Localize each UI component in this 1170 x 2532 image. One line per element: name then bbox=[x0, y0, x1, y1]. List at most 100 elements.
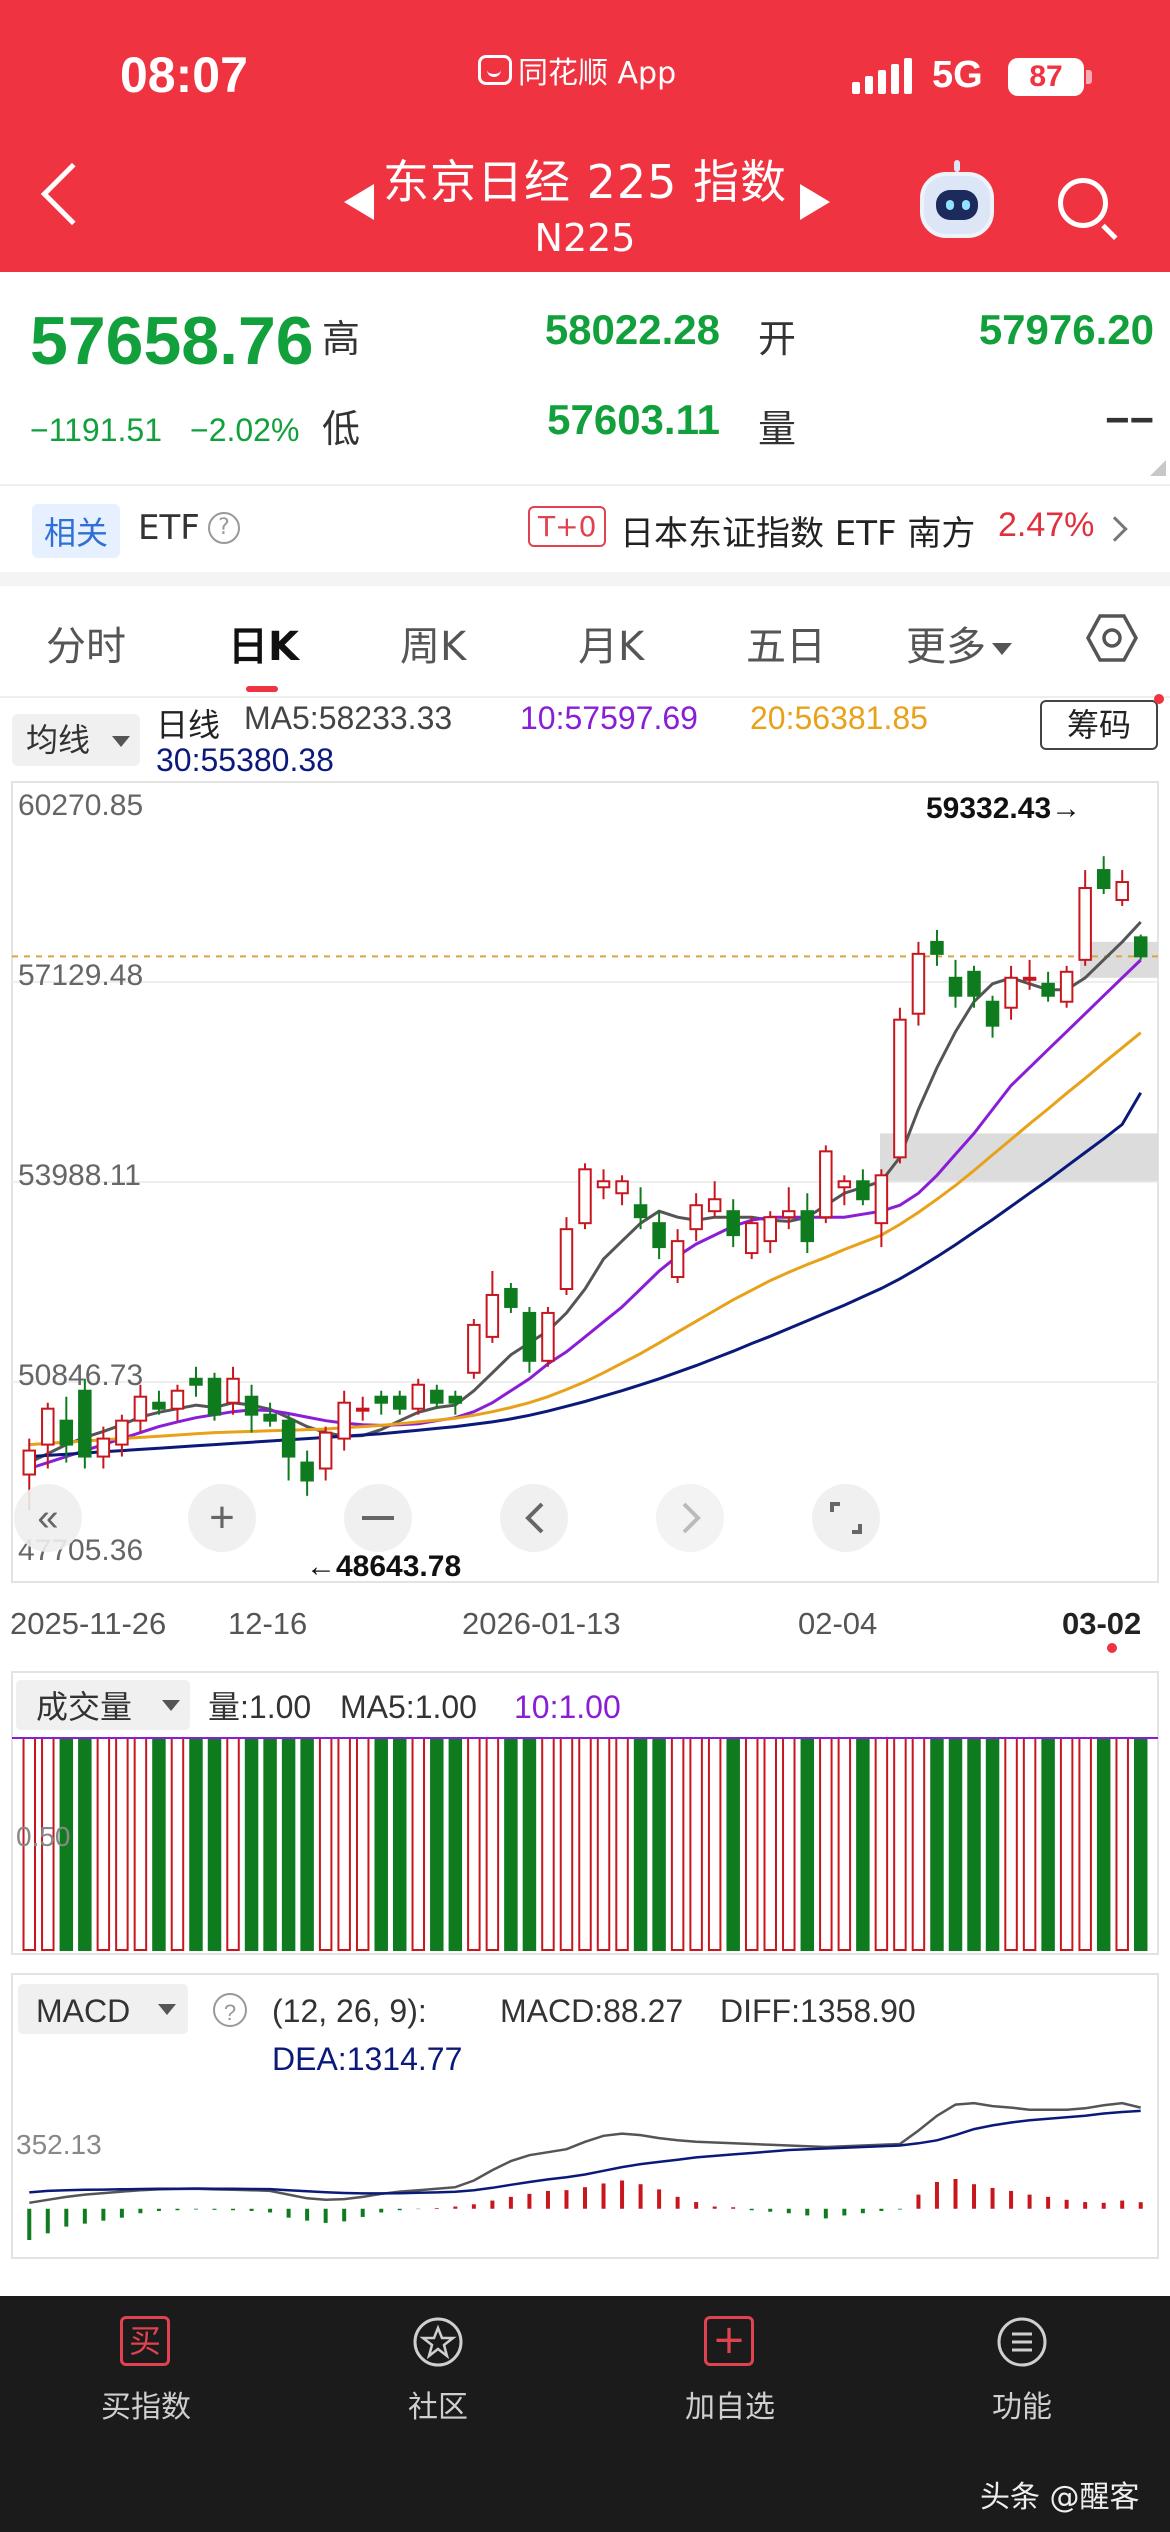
double-chevron-left-icon: « bbox=[37, 1497, 58, 1539]
related-tag: 相关 bbox=[32, 504, 121, 558]
volume-bar bbox=[1078, 1737, 1092, 1951]
prev-index-arrow-icon[interactable] bbox=[344, 184, 374, 220]
candle-down bbox=[59, 1419, 74, 1446]
volume-panel: 成交量 量:1.00 MA5:1.00 10:1.00 0.50 bbox=[11, 1671, 1159, 1955]
notification-dot bbox=[1154, 694, 1164, 704]
macd-panel: MACD ? (12, 26, 9): MACD:88.27 DIFF:1358… bbox=[11, 1973, 1159, 2259]
volume-bar bbox=[430, 1737, 444, 1951]
volume-bar bbox=[355, 1737, 370, 1951]
volume-bar bbox=[800, 1737, 815, 1951]
current-date-dot bbox=[1107, 1643, 1117, 1653]
volume-bar bbox=[707, 1737, 722, 1951]
y-tick-label: 57129.48 bbox=[18, 959, 143, 992]
nav-add-watchlist[interactable]: + 加自选 bbox=[630, 2316, 830, 2426]
help-icon[interactable] bbox=[213, 1993, 247, 2027]
chevron-right-icon bbox=[1102, 516, 1128, 542]
candle-up bbox=[226, 1377, 240, 1404]
candle-panel: 60270.85 57129.48 53988.11 50846.73 4770… bbox=[11, 781, 1159, 1583]
open-value: 57976.20 bbox=[978, 306, 1154, 353]
volume-selector-button[interactable] bbox=[16, 1680, 190, 1730]
ma20-value: 20:56381.85 bbox=[750, 700, 928, 736]
zoom-in-button bbox=[188, 1484, 256, 1552]
candle-down bbox=[263, 1413, 277, 1422]
candle-down bbox=[1096, 869, 1111, 890]
candle-up bbox=[1022, 976, 1037, 981]
tab-five-day[interactable]: 五日 bbox=[746, 624, 826, 670]
tab-daily-k[interactable]: 日K bbox=[228, 624, 299, 670]
volume-ma10: 10:1.00 bbox=[514, 1689, 621, 1725]
candle-down bbox=[967, 970, 981, 997]
diff-value: DIFF:1358.90 bbox=[720, 1993, 916, 2029]
volume-bar bbox=[207, 1737, 222, 1951]
divider bbox=[0, 484, 1170, 486]
related-etf-row[interactable]: 相关 ETF ? T+0 日本东证指数 ETF 南方 2.47% bbox=[0, 488, 1170, 570]
nav-buy-index-label: 买指数 bbox=[101, 2390, 191, 2425]
caret-down-icon bbox=[158, 2004, 176, 2015]
nav-functions[interactable]: 功能 bbox=[922, 2316, 1122, 2426]
chevron-right-icon bbox=[682, 1502, 701, 1534]
candle-up bbox=[467, 1323, 481, 1374]
volume-bar bbox=[374, 1737, 388, 1951]
volume-bar bbox=[300, 1737, 314, 1951]
next-index-arrow-icon[interactable] bbox=[800, 184, 830, 220]
volume-bar bbox=[726, 1737, 740, 1951]
tab-more-label: 更多 bbox=[906, 624, 986, 670]
tab-monthly-k[interactable]: 月K bbox=[578, 624, 645, 670]
search-icon[interactable] bbox=[1058, 178, 1108, 228]
volume-bar bbox=[411, 1737, 426, 1951]
ma-selector-button[interactable]: 均线 bbox=[12, 714, 140, 766]
candle-down bbox=[985, 1000, 1000, 1027]
candle-up bbox=[1059, 970, 1074, 1003]
candle-down bbox=[78, 1389, 92, 1458]
fullscreen-button bbox=[812, 1484, 880, 1552]
period-label: 日线 bbox=[156, 707, 221, 743]
tab-more[interactable]: 更多 bbox=[906, 614, 1012, 672]
volume-bar bbox=[1004, 1737, 1018, 1951]
volume-bar bbox=[596, 1737, 611, 1951]
settings-hexagon-icon[interactable] bbox=[1086, 612, 1138, 664]
x-tick-label: 2025-11-26 bbox=[10, 1606, 166, 1641]
expand-corner-icon[interactable] bbox=[1150, 460, 1166, 476]
candle-up bbox=[744, 1222, 759, 1255]
help-icon[interactable]: ? bbox=[208, 512, 240, 544]
back-button[interactable] bbox=[40, 162, 104, 226]
volume-bar bbox=[652, 1737, 666, 1951]
candle-up bbox=[170, 1389, 185, 1410]
nav-community[interactable]: 社区 bbox=[338, 2316, 538, 2426]
volume-bar bbox=[559, 1737, 574, 1951]
candle-up bbox=[541, 1311, 555, 1362]
volume-bar bbox=[615, 1737, 629, 1951]
nav-buy-index[interactable]: 买 买指数 bbox=[46, 2316, 246, 2426]
volume-value: −− bbox=[1104, 396, 1154, 443]
bottom-nav-bar bbox=[0, 2296, 1170, 2532]
price-change: −1191.51 bbox=[30, 412, 162, 448]
candle-up bbox=[559, 1228, 574, 1290]
volume-bar bbox=[244, 1737, 259, 1951]
x-tick-label: 03-02 bbox=[1062, 1606, 1141, 1641]
volume-bar bbox=[856, 1737, 870, 1951]
index-code: N225 bbox=[534, 216, 636, 260]
volume-bar bbox=[504, 1737, 518, 1951]
volume-bar bbox=[1022, 1737, 1037, 1951]
macd-selector-button[interactable] bbox=[18, 1984, 188, 2034]
x-axis: 2025-11-26 12-16 2026-01-13 02-04 03-02 bbox=[10, 1581, 1158, 1653]
nav-add-watchlist-label: 加自选 bbox=[685, 2390, 775, 2425]
volume-bar bbox=[133, 1737, 148, 1951]
stock-chart[interactable]: 60270.85 57129.48 53988.11 50846.73 4770… bbox=[0, 780, 1170, 2280]
caret-down-icon bbox=[992, 643, 1012, 655]
ai-assistant-robot-icon[interactable] bbox=[920, 160, 994, 238]
volume-ma5: MA5:1.00 bbox=[340, 1689, 477, 1725]
tab-intraday[interactable]: 分时 bbox=[46, 624, 126, 670]
page-title: 东京日经 225 指数 bbox=[382, 155, 788, 209]
volume-bar bbox=[930, 1737, 944, 1951]
candle-up bbox=[689, 1204, 703, 1231]
volume-bar bbox=[115, 1737, 129, 1951]
volume-label: 量 bbox=[758, 407, 797, 451]
volume-bar bbox=[522, 1737, 537, 1951]
chips-distribution-button[interactable]: 筹码 bbox=[1040, 700, 1158, 750]
watermark: 头条 @醒客 bbox=[980, 2480, 1140, 2515]
chart-controls[interactable]: « + bbox=[14, 1484, 880, 1552]
candle-up bbox=[837, 1180, 852, 1189]
candle-up bbox=[318, 1431, 333, 1470]
tab-weekly-k[interactable]: 周K bbox=[400, 624, 467, 670]
